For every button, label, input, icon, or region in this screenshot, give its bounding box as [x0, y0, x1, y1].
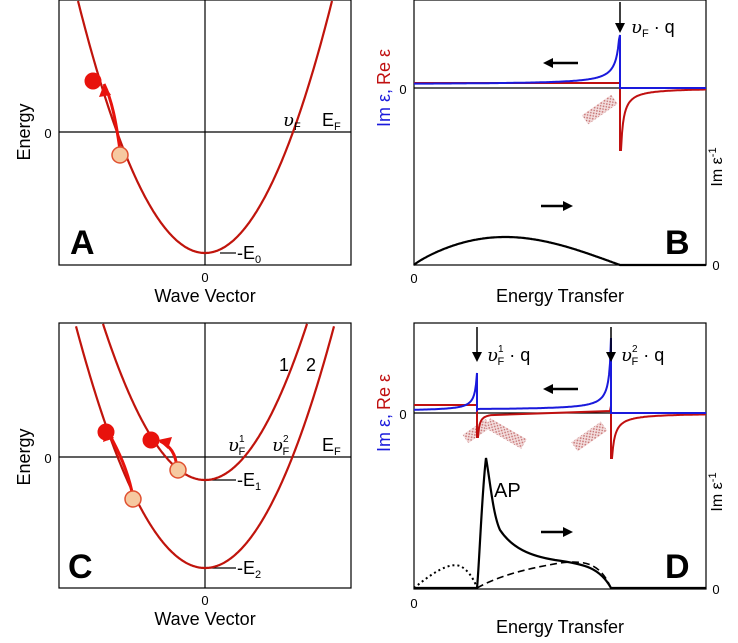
panel-a: Energy Wave Vector 0 0 A υF EF -E0	[14, 0, 352, 306]
panel-c-final-state-dot-band1	[142, 431, 160, 449]
panel-a-letter: A	[70, 224, 95, 262]
panel-a-final-state-dot	[84, 72, 102, 90]
panel-d: 0 0 0 Energy Transfer Im ε,Re ε Im ε-1 υ…	[374, 322, 726, 637]
panel-d-letter: D	[665, 548, 690, 586]
panel-d-x-zero: 0	[410, 596, 417, 611]
panel-c-initial-state-dot-band1	[169, 461, 187, 479]
panel-c-band-2-label: 2	[306, 355, 316, 375]
panel-b-re-eps-curve	[414, 82, 706, 151]
panel-c-y-zero: 0	[44, 451, 51, 466]
panel-b-right-ylabel: Im ε-1	[707, 147, 726, 186]
panel-a-xlabel: Wave Vector	[154, 286, 255, 306]
panel-c-final-state-dot-band2	[97, 423, 115, 441]
panel-b-y-zero-left: 0	[399, 82, 406, 97]
panel-c-e1-label: -E1	[237, 470, 261, 493]
panel-c-ylabel: Energy	[14, 428, 34, 485]
panel-b-letter: B	[665, 224, 690, 262]
panel-d-y-zero-right: 0	[712, 582, 719, 597]
panel-c-vf1-label: υ1 F	[228, 434, 246, 458]
panel-c-xlabel: Wave Vector	[154, 609, 255, 629]
panel-a-transition-arrowhead	[99, 84, 111, 97]
panel-c-band-1-curve	[101, 323, 309, 482]
panel-b-frame	[413, 0, 707, 266]
panel-b-y-zero-right: 0	[712, 258, 719, 273]
panel-c-transition-arrowhead-upper	[158, 437, 172, 449]
panel-c: Energy Wave Vector 0 0 C 1 2 υ1 F υ2 F EF …	[14, 322, 352, 629]
panel-b-xlabel: Energy Transfer	[496, 286, 624, 306]
panel-b-loss-curve	[413, 235, 706, 267]
panel-b-left-ylabel: Im ε,Re ε	[374, 49, 394, 127]
panel-c-letter: C	[68, 548, 93, 586]
panel-c-x-zero: 0	[201, 593, 208, 608]
panel-a-band-curve	[76, 0, 334, 255]
panel-c-band-2-curve	[74, 326, 336, 570]
panel-d-hatch-middle	[484, 418, 527, 449]
panel-d-loss-dotted-curve	[413, 564, 478, 589]
panel-b: 0 0 0 Energy Transfer Im ε,Re ε Im ε-1 υ…	[374, 0, 726, 306]
panel-a-x-zero: 0	[201, 270, 208, 285]
panel-d-xlabel: Energy Transfer	[496, 617, 624, 637]
panel-c-vf2-label: υ2 F	[272, 434, 290, 458]
panel-d-ap-label: AP	[494, 480, 521, 502]
panel-d-re-eps-curve	[414, 404, 706, 459]
panel-d-vfq2-label: υ2 F · q	[621, 344, 664, 368]
panel-d-left-ylabel: Im ε,Re ε	[374, 374, 394, 452]
panel-d-vfq1-label: υ1 F · q	[487, 344, 530, 368]
panel-a-ef-label: EF	[322, 110, 341, 133]
panel-c-e2-label: -E2	[237, 558, 261, 581]
panel-c-initial-state-dot-band2	[124, 490, 142, 508]
panel-a-e0-label: -E0	[237, 243, 261, 266]
panel-d-loss-curve	[414, 457, 706, 590]
panel-a-vf-label: υF	[283, 110, 301, 133]
panel-b-x-zero: 0	[410, 271, 417, 286]
panel-d-im-eps-curve	[414, 337, 706, 414]
panel-b-im-eps-curve	[414, 34, 706, 89]
panel-c-band-1-label: 1	[279, 355, 289, 375]
panel-a-y-zero: 0	[44, 126, 51, 141]
panel-d-right-ylabel: Im ε-1	[707, 472, 726, 511]
panel-a-ylabel: Energy	[14, 103, 34, 160]
panel-b-vfq-label: υF · q	[631, 17, 675, 40]
panel-d-loss-dashed-curve	[476, 561, 612, 589]
panel-a-initial-state-dot	[111, 146, 129, 164]
panel-d-y-zero-left: 0	[399, 407, 406, 422]
panel-b-hatch-region	[581, 94, 618, 125]
panel-d-frame	[413, 322, 707, 590]
panel-c-ef-label: EF	[322, 435, 341, 458]
panel-d-hatch-right	[571, 421, 608, 452]
